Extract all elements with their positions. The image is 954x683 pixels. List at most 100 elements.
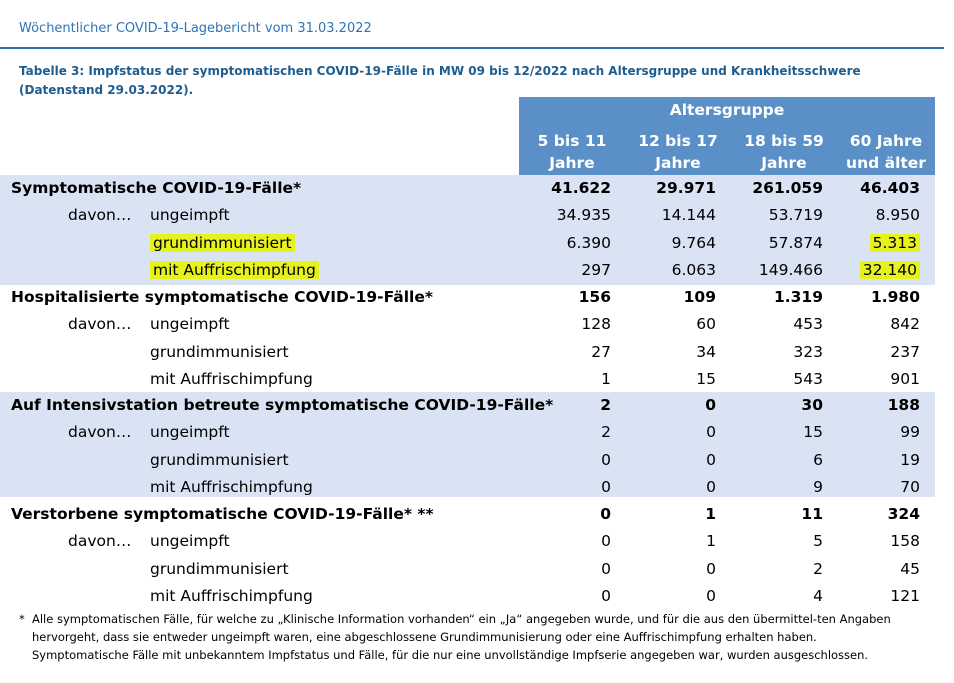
table-row: davon… ungeimpft 2 0 15 99	[0, 419, 935, 446]
cell-value: 45	[900, 559, 920, 578]
davon-label: davon…	[68, 315, 132, 334]
davon-label: davon…	[68, 206, 132, 225]
footnote-text: Alle symptomatischen Fälle, für welche z…	[32, 612, 891, 662]
column-header-line2: und älter	[846, 154, 926, 172]
column-header-line1: 18 bis 59	[744, 132, 824, 150]
cell-value: 0	[601, 532, 611, 551]
table-row: davon… ungeimpft 34.935 14.144 53.719 8.950	[0, 202, 935, 229]
table-row-section-total: Auf Intensivstation betreute symptomatis…	[0, 392, 935, 419]
cell-value: 15	[803, 423, 823, 442]
cell-value: 121	[890, 586, 920, 605]
cell-value: 158	[890, 532, 920, 551]
table-row: mit Auffrischimpfung 1 15 543 901	[0, 366, 935, 393]
cell-value: 5	[813, 532, 823, 551]
row-label: mit Auffrischimpfung	[150, 477, 313, 496]
footnote-marker: *	[19, 612, 25, 626]
row-label: grundimmunisiert	[150, 450, 289, 469]
cell-value: 237	[890, 342, 920, 361]
column-header-line2: Jahre	[549, 154, 595, 172]
table-row: grundimmunisiert 0 0 2 45	[0, 556, 935, 583]
column-header-line1: 60 Jahre	[849, 132, 923, 150]
column-header-line2: Jahre	[655, 154, 701, 172]
table-caption: Tabelle 3: Impfstatus der symptomatische…	[19, 64, 861, 97]
table-row-section-total: Symptomatische COVID-19-Fälle* 41.622 29.9…	[0, 175, 935, 202]
section-label: Symptomatische COVID-19-Fälle*	[11, 179, 302, 197]
cell-value: 323	[793, 342, 823, 361]
age-group-title: Altersgruppe	[669, 101, 785, 119]
cell-value: 34	[696, 342, 716, 361]
row-label: ungeimpft	[150, 423, 230, 442]
row-label: grundimmunisiert	[150, 559, 289, 578]
column-header-line1: 12 bis 17	[638, 132, 718, 150]
row-label: grundimmunisiert	[150, 342, 289, 361]
age-group-header: Altersgruppe 5 bis 11 Jahre 12 bis 17 Ja…	[519, 97, 935, 175]
cell-value: 60	[696, 315, 716, 334]
table-row: mit Auffrischimpfung 0 0 9 70	[0, 474, 935, 501]
cell-value: 8.950	[875, 206, 920, 225]
cell-value: 156	[578, 288, 611, 306]
cell-value: 6.390	[566, 233, 611, 252]
davon-label: davon…	[68, 532, 132, 551]
cell-value: 2	[600, 396, 611, 414]
cell-value: 543	[793, 369, 823, 388]
cell-value: 0	[706, 559, 716, 578]
cell-value: 19	[900, 450, 920, 469]
cell-value: 1	[601, 369, 611, 388]
section-label: Hospitalisierte symptomatische COVID-19-…	[11, 288, 433, 306]
row-label: mit Auffrischimpfung	[150, 369, 313, 388]
cell-value: 149.466	[758, 260, 823, 279]
table-row-section-total: Verstorbene symptomatische COVID-19-Fäll…	[0, 501, 935, 528]
cell-value: 6	[813, 450, 823, 469]
cell-value: 0	[600, 505, 611, 523]
cell-value: 128	[581, 315, 611, 334]
table-row: grundimmunisiert 27 34 323 237	[0, 339, 935, 366]
cell-value: 2	[813, 559, 823, 578]
cell-value: 261.059	[752, 179, 823, 197]
column-header-60-plus: 60 Jahre und älter	[837, 130, 935, 174]
cell-value: 9	[813, 477, 823, 496]
column-header-line2: Jahre	[761, 154, 807, 172]
row-label: mit Auffrischimpfung	[150, 257, 319, 284]
footnote: * Alle symptomatischen Fälle, für welche…	[19, 610, 899, 664]
cell-value: 2	[601, 423, 611, 442]
cell-value: 53.719	[768, 206, 823, 225]
cell-value: 32.140	[830, 257, 920, 284]
table-row: grundimmunisiert 0 0 6 19	[0, 447, 935, 474]
table-row: davon… ungeimpft 128 60 453 842	[0, 311, 935, 338]
cell-value: 1.980	[870, 288, 920, 306]
cell-value: 99	[900, 423, 920, 442]
cell-value: 30	[801, 396, 823, 414]
column-header-12-17: 12 bis 17 Jahre	[625, 130, 731, 174]
cell-value: 9.764	[671, 233, 716, 252]
cell-value: 27	[591, 342, 611, 361]
row-label: ungeimpft	[150, 315, 230, 334]
section-label: Verstorbene symptomatische COVID-19-Fäll…	[11, 505, 434, 523]
column-header-5-11: 5 bis 11 Jahre	[519, 130, 625, 174]
cell-value: 842	[890, 315, 920, 334]
table-row: davon… ungeimpft 0 1 5 158	[0, 528, 935, 555]
cell-value: 29.971	[656, 179, 716, 197]
cell-value: 5.313	[830, 230, 920, 257]
cell-value: 1	[705, 505, 716, 523]
table-row: mit Auffrischimpfung 0 0 4 121	[0, 583, 935, 610]
cell-value: 0	[601, 477, 611, 496]
report-title: Wöchentlicher COVID-19-Lagebericht vom 3…	[19, 21, 372, 36]
cell-value: 109	[683, 288, 716, 306]
section-label: Auf Intensivstation betreute symptomatis…	[11, 396, 554, 414]
davon-label: davon…	[68, 423, 132, 442]
header-divider	[0, 47, 944, 49]
table-row: grundimmunisiert 6.390 9.764 57.874 5.313	[0, 230, 935, 257]
row-label: ungeimpft	[150, 206, 230, 225]
cell-value: 15	[696, 369, 716, 388]
cell-value: 0	[601, 559, 611, 578]
cell-value: 6.063	[671, 260, 716, 279]
row-label: mit Auffrischimpfung	[150, 586, 313, 605]
table-row-section-total: Hospitalisierte symptomatische COVID-19-…	[0, 284, 935, 311]
cell-value: 14.144	[661, 206, 716, 225]
cell-value: 453	[793, 315, 823, 334]
cell-value: 0	[706, 423, 716, 442]
cell-value: 4	[813, 586, 823, 605]
table-row: mit Auffrischimpfung 297 6.063 149.466 32.14…	[0, 257, 935, 284]
cell-value: 57.874	[768, 233, 823, 252]
row-label: ungeimpft	[150, 532, 230, 551]
